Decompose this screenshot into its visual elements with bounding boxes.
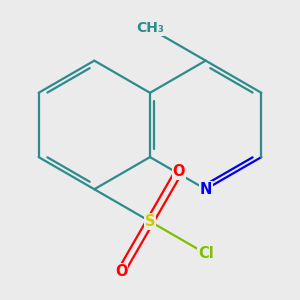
Text: Cl: Cl xyxy=(198,246,214,261)
Text: O: O xyxy=(173,164,185,179)
Text: S: S xyxy=(145,214,155,229)
Text: O: O xyxy=(115,264,127,279)
Text: N: N xyxy=(200,182,212,197)
Text: CH₃: CH₃ xyxy=(136,22,164,35)
